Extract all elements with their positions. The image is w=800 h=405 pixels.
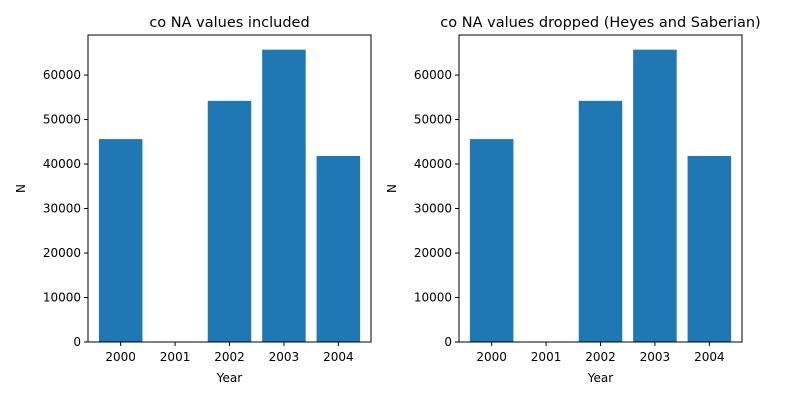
x-tick-label: 2000 [476,350,507,364]
y-tick-label: 20000 [43,246,81,260]
x-tick-label: 2003 [269,350,300,364]
x-tick-label: 2004 [694,350,725,364]
y-axis-label: N [14,184,28,193]
y-axis-label: N [385,184,399,193]
y-tick-label: 40000 [414,157,452,171]
y-tick-label: 20000 [414,246,452,260]
y-tick-label: 30000 [43,202,81,216]
y-tick-label: 50000 [43,113,81,127]
x-axis-label: Year [587,371,613,385]
x-tick-label: 2001 [160,350,191,364]
y-tick-label: 60000 [43,68,81,82]
x-tick-label: 2003 [640,350,671,364]
bar-2003 [262,49,306,342]
y-tick-label: 10000 [43,291,81,305]
bar-2004 [316,156,361,342]
bar-2000 [469,139,514,342]
y-tick-label: 40000 [43,157,81,171]
x-axis-label: Year [216,371,242,385]
bar-2000 [98,139,143,342]
bar-2002 [578,100,623,342]
x-tick-label: 2002 [214,350,245,364]
y-tick-label: 30000 [414,202,452,216]
y-tick-label: 10000 [414,291,452,305]
x-tick-label: 2001 [531,350,562,364]
bar-2002 [207,100,252,342]
y-tick-label: 0 [73,335,81,349]
x-tick-label: 2002 [585,350,616,364]
y-tick-label: 60000 [414,68,452,82]
subplot-2: 2000 2001 2002 2003 2004 0 10000 20000 30000 4000… [385,15,761,385]
y-tick-label: 50000 [414,113,452,127]
subplot-1: 2000 2001 2002 2003 2004 0 10000 20000 30000 4000… [14,15,372,385]
bar-2004 [687,156,732,342]
bar-2003 [633,49,677,342]
chart-title: co NA values included [149,15,309,31]
x-tick-label: 2004 [323,350,354,364]
x-tick-label: 2000 [105,350,136,364]
chart-title: co NA values dropped (Heyes and Saberian… [440,15,760,31]
y-tick-label: 0 [444,335,452,349]
